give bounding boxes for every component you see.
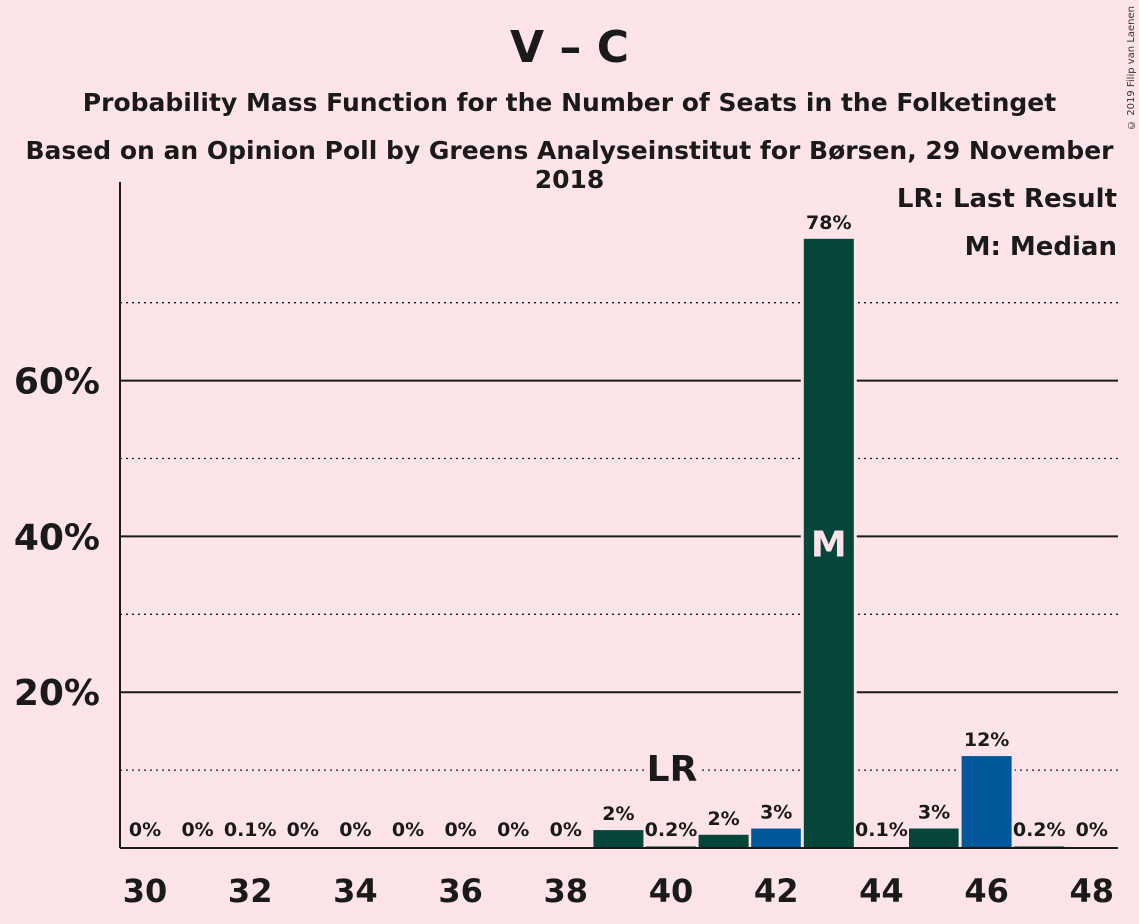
data-label-seat-42: 3% — [760, 802, 792, 824]
data-label-seat-30: 0% — [129, 819, 161, 841]
x-tick-label: 44 — [859, 872, 904, 910]
chart-subtitle-source: Based on an Opinion Poll by Greens Analy… — [25, 136, 1114, 194]
data-label-seat-36: 0% — [444, 819, 476, 841]
data-label-seat-48: 0% — [1076, 819, 1108, 841]
data-label-seat-33: 0% — [287, 819, 319, 841]
x-tick-label: 36 — [438, 872, 483, 910]
x-tick-label: 40 — [649, 872, 694, 910]
y-tick-label: 60% — [14, 362, 100, 403]
data-label-seat-43: 78% — [806, 212, 851, 234]
legend-last-result: LR: Last Result — [896, 184, 1117, 214]
bar-seat-42 — [751, 828, 802, 848]
data-label-seat-35: 0% — [392, 819, 424, 841]
data-label-seat-45: 3% — [918, 802, 950, 824]
x-tick-label: 38 — [544, 872, 589, 910]
bar-seat-39 — [593, 830, 644, 848]
bar-seat-46 — [961, 756, 1012, 848]
data-label-seat-40: 0.2% — [645, 819, 698, 841]
x-tick-label: 30 — [123, 872, 168, 910]
bar-seat-43 — [803, 238, 854, 848]
bar-seat-41 — [698, 834, 749, 848]
median-marker: M — [811, 524, 847, 565]
last-result-marker-bg — [645, 750, 699, 788]
data-label-seat-44: 0.1% — [855, 819, 908, 841]
data-label-seat-46: 12% — [964, 729, 1009, 751]
data-label-seat-31: 0% — [181, 819, 213, 841]
y-tick-label: 40% — [14, 517, 100, 558]
x-tick-label: 46 — [964, 872, 1009, 910]
x-tick-label: 48 — [1070, 872, 1115, 910]
data-label-seat-38: 0% — [550, 819, 582, 841]
legend-median: M: Median — [964, 232, 1117, 262]
data-label-seat-39: 2% — [602, 803, 634, 825]
data-label-seat-34: 0% — [339, 819, 371, 841]
data-label-seat-32: 0.1% — [224, 819, 277, 841]
last-result-marker: LR — [647, 749, 698, 790]
x-tick-label: 42 — [754, 872, 799, 910]
bar-seat-45 — [909, 828, 959, 848]
x-tick-label: 34 — [333, 872, 378, 910]
data-label-seat-37: 0% — [497, 819, 529, 841]
y-tick-label: 20% — [14, 673, 100, 714]
data-label-seat-41: 2% — [707, 808, 739, 830]
x-tick-label: 32 — [228, 872, 273, 910]
chart-subtitle: Probability Mass Function for the Number… — [82, 88, 1057, 117]
data-label-seat-47: 0.2% — [1013, 819, 1066, 841]
chart-title: V – C — [510, 22, 629, 73]
